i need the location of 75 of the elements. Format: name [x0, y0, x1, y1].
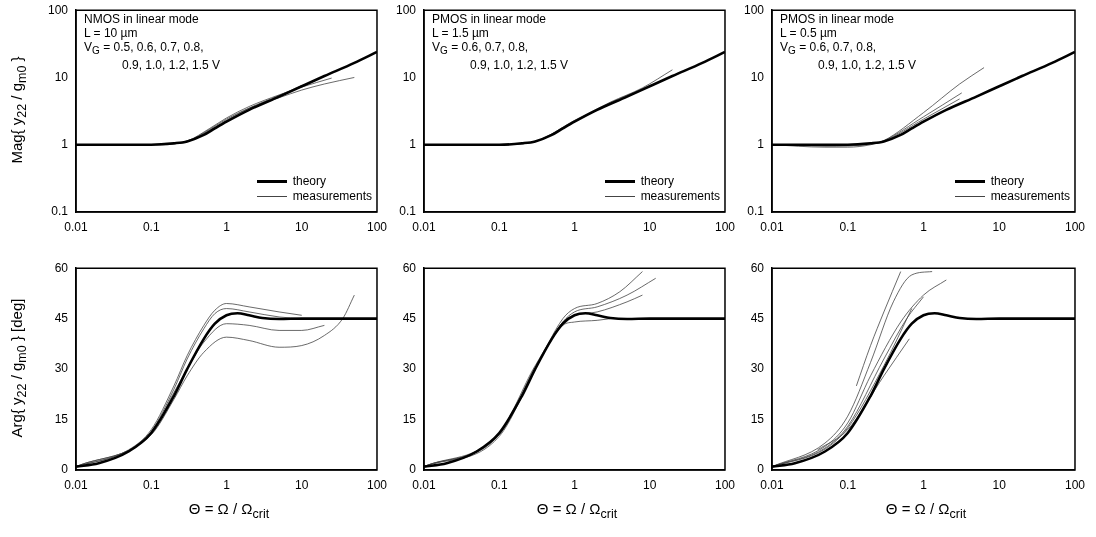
x-tick-label: 0.1: [839, 219, 857, 234]
x-tick-label: 0.1: [490, 477, 508, 492]
annotation: V$_{G}$ = 0.6, 0.7, 0.8, 0.9, 1.0, 1.2, 1.5 V: [780, 40, 917, 73]
y-tick-label: 0.1: [747, 204, 765, 219]
x-tick-label: 100: [366, 477, 388, 492]
x-tick-label: 1: [571, 477, 579, 492]
y-tick-label: 60: [750, 260, 765, 275]
y-tick-label: 10: [750, 69, 765, 84]
legend-label: measurements: [640, 189, 720, 204]
annotation: PMOS in linear mode: [432, 12, 548, 26]
x-tick-label: 0.01: [64, 477, 88, 492]
y-tick-label: 30: [750, 361, 765, 376]
annotation: V$_{G}$ = 0.6, 0.7, 0.8, 0.9, 1.0, 1.2, 1.5 V: [432, 40, 569, 73]
y-tick-label: 60: [54, 260, 69, 275]
x-tick-label: 100: [714, 219, 736, 234]
annotation: NMOS in linear mode: [84, 12, 200, 26]
annotation: L = 0.5 µm: [780, 26, 838, 40]
y-tick-label: 0.1: [399, 204, 417, 219]
y-tick-label: 0: [409, 462, 417, 477]
annotation: PMOS in linear mode: [780, 12, 896, 26]
x-tick-label: 0.1: [142, 477, 160, 492]
x-tick-label: 100: [1064, 477, 1086, 492]
x-tick-label: 1: [571, 219, 579, 234]
x-tick-label: 0.1: [490, 219, 508, 234]
annotation: V$_{G}$ = 0.5, 0.6, 0.7, 0.8, 0.9, 1.0, 1.2, 1.5 V: [84, 40, 221, 73]
legend-label: measurements: [292, 189, 372, 204]
x-tick-label: 0.01: [64, 219, 88, 234]
x-tick-label: 0.01: [760, 477, 784, 492]
y-tick-label: 60: [402, 260, 417, 275]
legend-label: theory: [990, 174, 1024, 189]
x-tick-label: 10: [295, 219, 309, 234]
x-tick-label: 100: [1064, 219, 1086, 234]
y-tick-label: 45: [750, 310, 765, 325]
y-tick-label: 30: [54, 361, 69, 376]
y-tick-label: 45: [402, 310, 417, 325]
annotation: L = 1.5 µm: [432, 26, 490, 40]
x-tick-label: 0.1: [839, 477, 857, 492]
x-tick-label: 0.01: [760, 219, 784, 234]
y-tick-label: 15: [750, 411, 765, 426]
annotation: L = 10 µm: [84, 26, 139, 40]
y-tick-label: 45: [54, 310, 69, 325]
y-tick-label: 1: [409, 137, 417, 152]
x-tick-label: 10: [643, 219, 657, 234]
y-tick-label: 10: [402, 69, 417, 84]
x-axis-title: Θ = Ω / Ω$_{crit}$: [535, 500, 619, 521]
legend-label: theory: [640, 174, 674, 189]
x-tick-label: 1: [920, 477, 928, 492]
legend-label: measurements: [990, 189, 1070, 204]
x-tick-label: 0.1: [142, 219, 160, 234]
x-axis-title: Θ = Ω / Ω$_{crit}$: [187, 500, 271, 521]
x-tick-label: 10: [992, 477, 1007, 492]
x-tick-label: 1: [223, 219, 231, 234]
legend-label: theory: [292, 174, 326, 189]
x-tick-label: 0.01: [412, 477, 436, 492]
y-tick-label: 0: [61, 462, 69, 477]
y-tick-label: 30: [402, 361, 417, 376]
x-tick-label: 10: [643, 477, 657, 492]
y-tick-label: 100: [47, 2, 69, 17]
x-tick-label: 1: [920, 219, 928, 234]
x-tick-label: 10: [295, 477, 309, 492]
y-tick-label: 0: [757, 462, 765, 477]
x-tick-label: 100: [714, 477, 736, 492]
y-tick-label: 100: [395, 2, 417, 17]
y-tick-label: 1: [757, 137, 765, 152]
y-tick-label: 0.1: [51, 204, 69, 219]
y-tick-label: 100: [743, 2, 765, 17]
x-tick-label: 10: [992, 219, 1007, 234]
x-tick-label: 1: [223, 477, 231, 492]
y-tick-label: 15: [402, 411, 417, 426]
x-tick-label: 100: [366, 219, 388, 234]
x-tick-label: 0.01: [412, 219, 436, 234]
x-axis-title: Θ = Ω / Ω$_{crit}$: [884, 500, 968, 521]
y-tick-label: 1: [61, 137, 69, 152]
y-tick-label: 15: [54, 411, 69, 426]
y-tick-label: 10: [54, 69, 69, 84]
